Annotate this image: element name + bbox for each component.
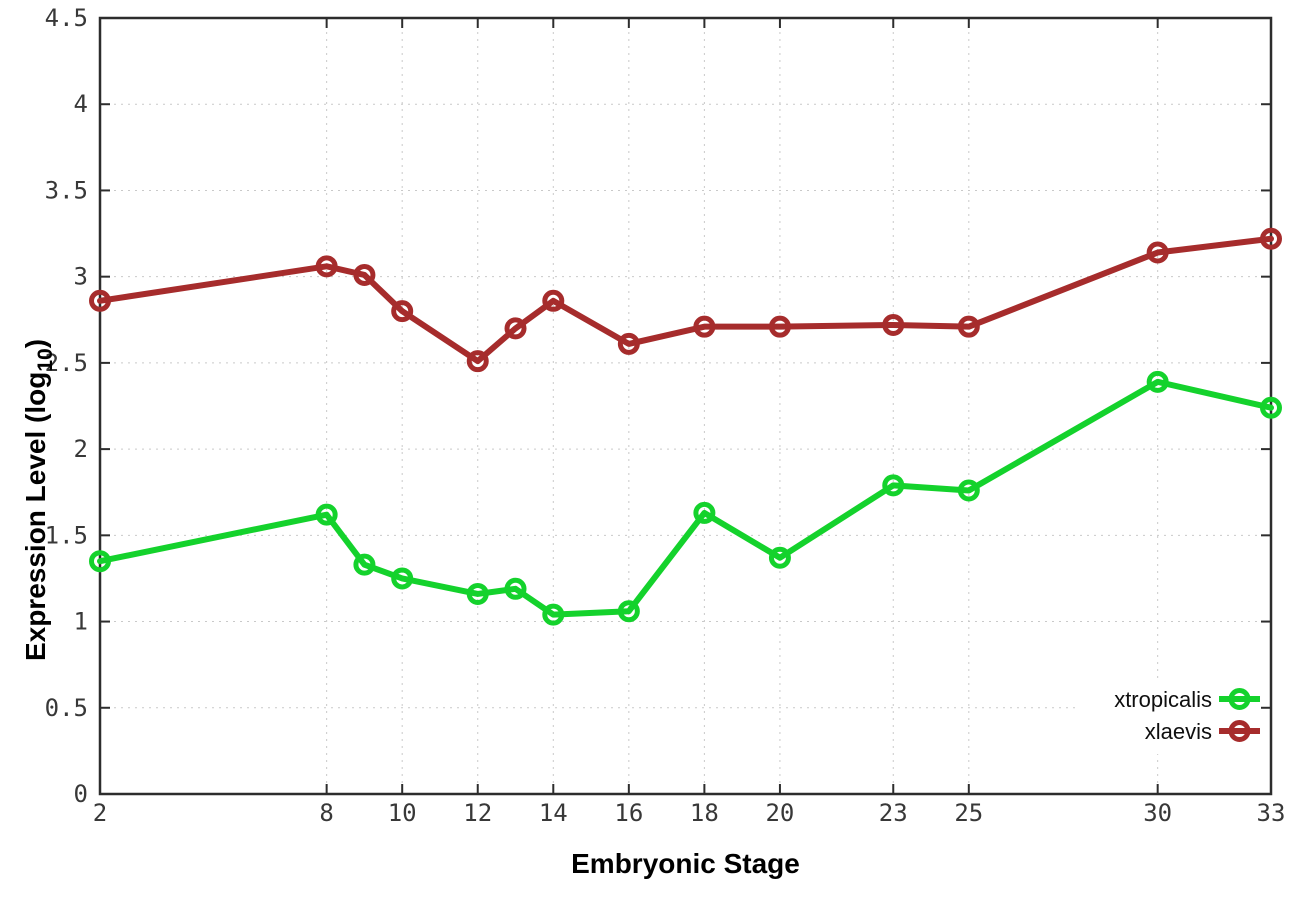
legend-label-xtropicalis: xtropicalis <box>1114 687 1212 712</box>
x-tick-label: 30 <box>1143 799 1172 827</box>
data-point-xlaevis <box>89 289 111 312</box>
data-point-xlaevis <box>466 350 489 373</box>
y-tick-label: 2 <box>74 435 88 463</box>
x-tick-label: 8 <box>319 799 333 827</box>
series-line-xtropicalis <box>97 378 1274 618</box>
data-point-xtropicalis <box>89 550 111 573</box>
data-point-xlaevis <box>957 315 980 338</box>
data-point-xlaevis <box>391 300 414 323</box>
y-tick-label: 3.5 <box>45 176 88 204</box>
y-axis-title-close: ) <box>20 338 51 349</box>
y-axis-title-text: Expression Level (log <box>20 371 51 662</box>
x-tick-label: 18 <box>690 799 719 827</box>
data-point-xlaevis <box>542 289 565 312</box>
y-tick-label: 0 <box>74 780 88 808</box>
data-point-xlaevis <box>882 313 905 336</box>
x-tick-label: 33 <box>1257 799 1286 827</box>
data-point-xtropicalis <box>957 479 980 502</box>
y-axis-title: Expression Level (log10) <box>20 338 57 662</box>
y-tick-label: 3 <box>74 263 88 291</box>
y-tick-label: 2.5 <box>45 349 88 377</box>
data-point-xlaevis <box>353 263 376 286</box>
data-point-xlaevis <box>1260 227 1282 250</box>
data-point-xtropicalis <box>353 553 376 576</box>
x-tick-label: 25 <box>954 799 983 827</box>
x-tick-label: 23 <box>879 799 908 827</box>
y-tick-label: 1.5 <box>45 521 88 549</box>
data-point-xtropicalis <box>504 577 527 600</box>
data-point-xtropicalis <box>693 501 716 524</box>
x-tick-label: 16 <box>614 799 643 827</box>
x-axis-title: Embryonic Stage <box>571 848 800 879</box>
data-point-xlaevis <box>315 255 338 278</box>
data-point-xtropicalis <box>542 603 565 626</box>
data-point-xlaevis <box>617 332 640 355</box>
y-tick-label: 0.5 <box>45 694 88 722</box>
data-point-xtropicalis <box>466 582 489 605</box>
legend-label-xlaevis: xlaevis <box>1145 719 1212 744</box>
data-point-xlaevis <box>504 317 527 340</box>
data-point-xlaevis <box>768 315 791 338</box>
data-point-xtropicalis <box>768 546 791 569</box>
x-tick-label: 12 <box>463 799 492 827</box>
y-axis-title-subscript: 10 <box>34 348 57 372</box>
data-point-xtropicalis <box>1260 396 1282 419</box>
data-point-xtropicalis <box>391 567 414 590</box>
plot-border <box>98 16 1273 796</box>
x-tick-label: 14 <box>539 799 568 827</box>
y-tick-label: 4.5 <box>45 4 88 32</box>
data-point-xtropicalis <box>1146 370 1169 393</box>
legend-sample-marker-xlaevis <box>1228 720 1251 742</box>
x-tick-label: 2 <box>93 799 107 827</box>
y-tick-label: 1 <box>74 608 88 636</box>
data-point-xtropicalis <box>617 600 640 623</box>
data-point-xtropicalis <box>315 503 338 526</box>
data-point-xlaevis <box>1146 241 1169 264</box>
legend-sample-marker-xtropicalis <box>1228 688 1251 710</box>
data-point-xtropicalis <box>882 474 905 497</box>
y-tick-label: 4 <box>74 90 88 118</box>
series-line-xlaevis <box>97 235 1274 365</box>
data-point-xlaevis <box>693 315 716 338</box>
x-tick-label: 20 <box>765 799 794 827</box>
x-tick-label: 10 <box>388 799 417 827</box>
